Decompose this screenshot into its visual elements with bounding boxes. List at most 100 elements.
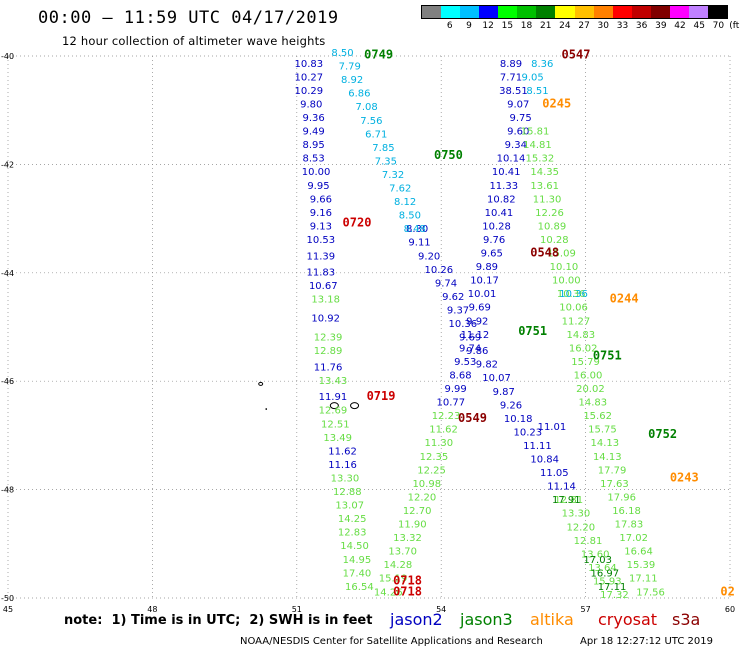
wave-height-value: 10.17 [470, 276, 499, 287]
wave-height-value: 9.95 [307, 181, 329, 192]
lat-tick-label: -46 [1, 377, 14, 386]
wave-height-value: 7.71 [500, 72, 522, 83]
wave-height-value: 14.28 [384, 560, 413, 571]
note-text: note: 1) Time is in UTC; 2) SWH is in fe… [64, 613, 373, 628]
wave-height-value: 10.92 [311, 314, 340, 325]
wave-height-value: 13.32 [393, 533, 422, 544]
wave-height-value: 7.32 [382, 170, 404, 181]
wave-height-value: 15.79 [571, 357, 600, 368]
satellite-label-altika: altika [530, 610, 574, 629]
wave-height-value: 10.28 [540, 235, 569, 246]
wave-height-value: 11.76 [314, 362, 343, 373]
wave-height-value: 12.35 [420, 452, 449, 463]
wave-height-value: 10.83 [295, 59, 324, 70]
color-scale-legend [421, 5, 728, 19]
islands [258, 381, 360, 410]
wave-height-value: 14.50 [340, 541, 369, 552]
lat-tick-label: -42 [1, 160, 14, 169]
wave-height-value: 7.56 [360, 116, 382, 127]
island-outline [350, 402, 360, 410]
wave-height-value: 14.83 [578, 398, 607, 409]
wave-height-value: 15.75 [588, 425, 617, 436]
wave-height-value: 17.03 [583, 555, 612, 566]
wave-height-value: 7.08 [355, 102, 377, 113]
wave-height-value: 13.49 [323, 433, 352, 444]
wave-height-value: 9.87 [493, 387, 515, 398]
wave-height-value: 9.53 [454, 357, 476, 368]
satellite-label-jason3: jason3 [460, 610, 513, 629]
wave-height-value: 9.69 [469, 303, 491, 314]
legend-swatch [479, 6, 499, 18]
lat-tick-label: -50 [1, 594, 14, 603]
wave-height-value: 7.85 [372, 143, 394, 154]
wave-height-value: 10.67 [309, 281, 338, 292]
wave-height-value: 15.81 [521, 127, 550, 138]
wave-height-value: 11.12 [461, 330, 490, 341]
wave-height-value: 11.14 [547, 482, 576, 493]
lon-tick-label: 48 [147, 605, 157, 614]
legend-swatch [555, 6, 575, 18]
pass-time-label: 0547 [562, 48, 591, 62]
wave-height-value: 9.62 [442, 292, 464, 303]
wave-height-value: 8.89 [500, 59, 522, 70]
wave-height-value: 10.00 [552, 276, 581, 287]
wave-height-value: 17.96 [607, 492, 636, 503]
wave-height-value: 12.26 [535, 208, 564, 219]
wave-height-value: 16.02 [569, 343, 598, 354]
wave-height-value: 15.32 [526, 154, 555, 165]
wave-height-value: 38.51 [499, 86, 528, 97]
pass-time-label: 0718 [393, 584, 422, 598]
wave-height-value: 11.11 [523, 441, 552, 452]
wave-height-value: 9.82 [476, 360, 498, 371]
wave-height-value: 10.98 [412, 479, 441, 490]
pass-time-label: 0751 [593, 349, 622, 363]
wave-height-value: 12.51 [321, 419, 350, 430]
wave-height-value: 11.30 [424, 438, 453, 449]
wave-height-value: 11.91 [319, 392, 348, 403]
wave-height-value: 11.01 [538, 422, 567, 433]
legend-tick-label: 15 [501, 21, 514, 31]
page-title: 00:00 – 11:59 UTC 04/17/2019 [38, 8, 339, 28]
wave-height-value: 9.07 [507, 99, 529, 110]
wave-height-value: 11.05 [540, 468, 569, 479]
pass-time-label: 0548 [530, 246, 559, 260]
wave-height-value: 11.90 [398, 520, 427, 531]
legend-swatch [650, 6, 670, 18]
legend-swatch [669, 6, 689, 18]
wave-height-value: 9.11 [408, 238, 430, 249]
lon-tick-label: 51 [292, 605, 302, 614]
wave-height-value: 14.26 [374, 587, 403, 598]
wave-height-value: 17.91 [552, 495, 581, 506]
wave-height-value: 10.23 [514, 427, 543, 438]
lat-tick-label: -48 [1, 486, 14, 495]
wave-height-value: 8.12 [394, 197, 416, 208]
wave-height-value: 8.30 [406, 224, 428, 235]
wave-height-value: 9.20 [418, 251, 440, 262]
wave-height-value: 11.27 [562, 316, 591, 327]
wave-height-value: 9.89 [476, 262, 498, 273]
wave-height-value: 14.95 [343, 555, 372, 566]
wave-height-value: 9.80 [300, 99, 322, 110]
legend-swatch [517, 6, 537, 18]
wave-height-value: 9.36 [303, 113, 325, 124]
wave-height-value: 10.41 [485, 208, 514, 219]
legend-tick-label: 70 [712, 21, 725, 31]
lat-tick-label: -40 [1, 52, 14, 61]
footer-timestamp: Apr 18 12:27:12 UTC 2019 [580, 636, 713, 647]
lon-tick-label: 45 [3, 605, 13, 614]
legend-tick-label: 45 [693, 21, 705, 31]
wave-height-value: 9.34 [505, 140, 527, 151]
wave-height-value: 8.48 [404, 224, 426, 235]
wave-height-value: 7.62 [389, 184, 411, 195]
wave-height-value: 10.26 [424, 265, 453, 276]
wave-height-value: 12.20 [408, 492, 437, 503]
wave-height-value: 17.83 [615, 520, 644, 531]
wave-height-value: 16.97 [591, 568, 620, 579]
wave-height-value: 14.35 [530, 167, 559, 178]
wave-height-value: 14.25 [338, 514, 367, 525]
legend-swatch [688, 6, 708, 18]
wave-height-value: 10.41 [492, 167, 521, 178]
wave-height-value: 12.25 [417, 465, 446, 476]
legend-tick-label: 24 [559, 21, 571, 31]
